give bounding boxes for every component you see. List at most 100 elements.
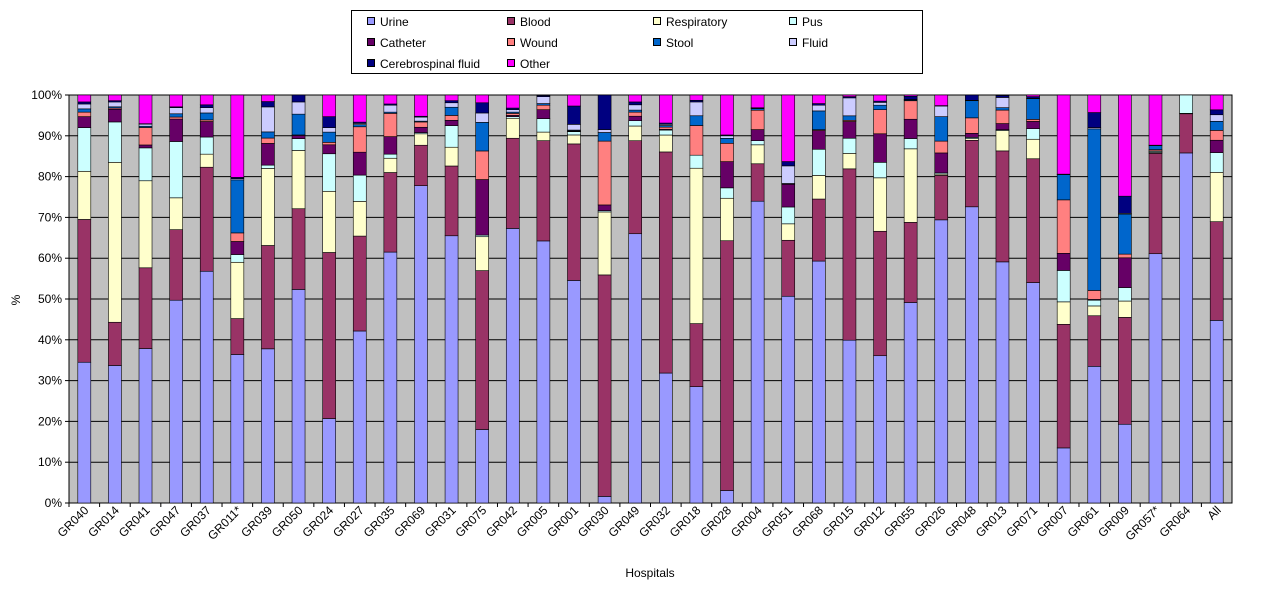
bar-segment (383, 94, 398, 105)
bar-segment (934, 116, 949, 142)
x-tick-label: GR041 (116, 503, 153, 540)
bar-segment (995, 150, 1010, 263)
bar-segment (567, 94, 581, 107)
bar-segment (842, 168, 857, 341)
x-tick-label: GR027 (330, 503, 367, 540)
bar-segment (108, 108, 122, 123)
x-tick-label: GR004 (728, 503, 765, 540)
bar-segment (444, 115, 459, 121)
bar-segment (444, 146, 459, 167)
bar-segment (475, 94, 489, 104)
legend-swatch (507, 38, 515, 46)
legend-swatch (507, 17, 515, 25)
bar-segment (842, 94, 857, 97)
bar-segment (750, 129, 765, 141)
bar-segment (230, 94, 245, 178)
bar-segment (934, 94, 949, 106)
x-tick-label: GR069 (391, 503, 428, 540)
bar-segment (1179, 113, 1193, 154)
bar-segment (291, 113, 306, 136)
bar-segment (1118, 195, 1132, 214)
x-tick-label: GR014 (85, 503, 122, 540)
bar-segment (1209, 130, 1224, 141)
bar-segment (138, 348, 153, 504)
bar-segment (383, 251, 398, 504)
bar-segment (1118, 300, 1132, 318)
bar-segment (934, 152, 949, 174)
bar-segment (322, 131, 336, 143)
bar-segment (108, 101, 122, 108)
bar-segment (567, 131, 581, 136)
legend-item: Stool (653, 36, 693, 50)
y-tick-label: 10% (38, 455, 62, 469)
bar-segment (1209, 320, 1224, 504)
bar-segment (383, 113, 398, 137)
bar-segment (628, 120, 642, 127)
bar-segment (199, 136, 214, 155)
bar-segment (352, 124, 367, 128)
bar-segment (322, 116, 336, 128)
bar-segment (199, 153, 214, 168)
legend-item: Pus (789, 15, 823, 29)
legend-swatch (653, 38, 661, 46)
bar-segment (199, 270, 214, 504)
bar-segment (689, 386, 704, 504)
bar-segment (505, 94, 520, 109)
bar-segment (383, 104, 398, 113)
bar-segment (812, 148, 826, 176)
bar-segment (169, 94, 183, 108)
bar-segment (1087, 299, 1102, 307)
bar-segment (230, 354, 245, 504)
bar-segment (1209, 121, 1224, 131)
bar-segment (138, 147, 153, 182)
bar-segment (261, 131, 275, 139)
bar-segment (995, 109, 1010, 124)
bar-segment (965, 139, 979, 208)
bar-segment (1209, 172, 1224, 222)
bar-segment (873, 355, 887, 504)
bar-segment (322, 190, 336, 253)
bar-segment (352, 126, 367, 153)
legend-item: Blood (507, 15, 551, 29)
bar-segment (567, 105, 581, 125)
bar-segment (934, 105, 949, 117)
bar-segment (475, 150, 489, 180)
bar-segment (781, 295, 796, 504)
bar-segment (597, 129, 612, 133)
bar-segment (903, 148, 918, 223)
bar-segment (77, 219, 92, 363)
bar-segment (628, 94, 642, 103)
bar-segment (230, 232, 245, 242)
legend-swatch (789, 38, 797, 46)
bar-segment (261, 164, 275, 169)
bar-segment (383, 153, 398, 159)
bar-segment (1056, 199, 1071, 254)
bar-segment (812, 104, 826, 112)
bar-segment (138, 127, 153, 146)
y-tick-label: 30% (38, 374, 62, 388)
bar-segment (1118, 317, 1132, 425)
bar-segment (261, 245, 275, 350)
y-axis-label: % (9, 294, 23, 305)
bar-segment (1056, 270, 1071, 303)
bar-segment (261, 94, 275, 102)
legend-swatch (653, 17, 661, 25)
x-tick-label: GR030 (575, 503, 612, 540)
bars (77, 94, 1224, 504)
bar-segment (77, 361, 92, 504)
bar-segment (995, 95, 1010, 98)
bar-segment (1026, 282, 1040, 504)
legend-label: Stool (666, 36, 694, 50)
bar-segment (750, 140, 765, 146)
bar-segment (597, 94, 612, 130)
bar-segment (1179, 94, 1193, 114)
bar-segment (812, 175, 826, 200)
legend-item: Respiratory (653, 15, 727, 29)
bar-segment (230, 254, 245, 263)
bar-segment (720, 240, 734, 491)
legend-label: Catheter (380, 36, 427, 50)
bar-segment (475, 112, 489, 123)
bar-segment (781, 165, 796, 184)
bar-segment (903, 118, 918, 139)
